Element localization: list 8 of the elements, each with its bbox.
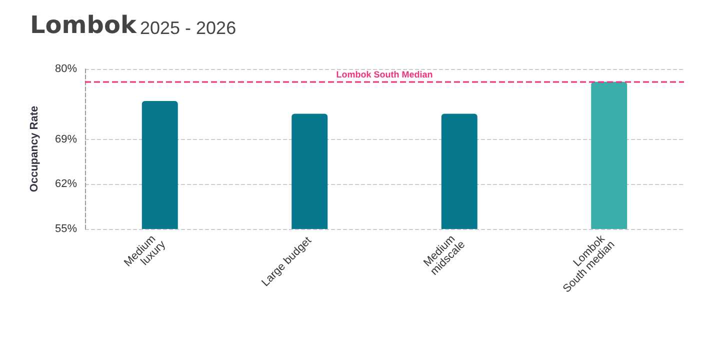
y-tick-label: 69% [54,133,78,146]
ref-line-label: Lombok South Median [336,69,433,80]
chart-subtitle: 2025 - 2026 [140,18,236,38]
y-tick-label: 80% [54,63,78,75]
chart-title: Lombok [30,11,138,39]
y-tick-label: 55% [54,223,78,235]
y-tick-label: 62% [54,178,78,190]
y-axis-title: Occupancy Rate [28,106,40,192]
